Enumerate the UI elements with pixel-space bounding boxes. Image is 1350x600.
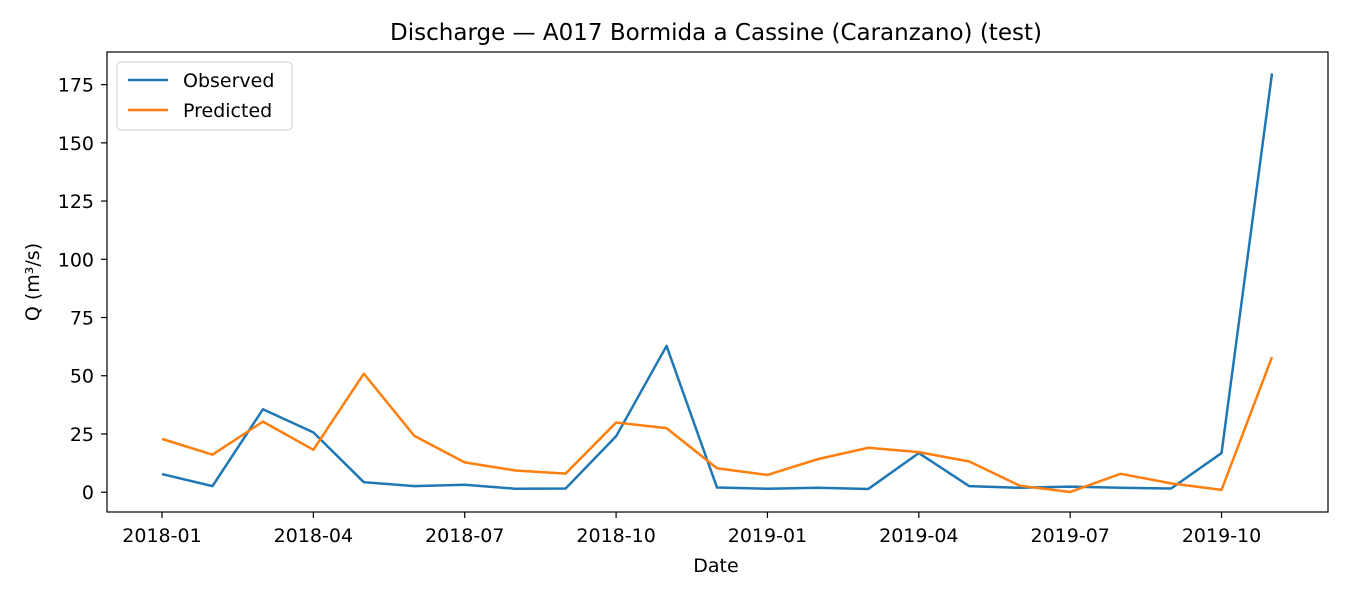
y-tick-label: 125 — [58, 191, 94, 213]
legend-label-predicted: Predicted — [183, 100, 272, 122]
x-tick-label: 2018-01 — [122, 525, 201, 547]
series-layer — [161, 73, 1274, 494]
x-tick-label: 2019-04 — [879, 525, 958, 547]
x-axis-label: Date — [693, 555, 738, 577]
x-tick-label: 2018-04 — [274, 525, 353, 547]
ticks-layer: 2018-01 2018-04 2018-07 2018-10 2019-01 2019-… — [58, 75, 1262, 547]
y-tick-label: 150 — [58, 133, 94, 155]
y-tick-label: 175 — [58, 75, 94, 97]
y-tick-label: 75 — [70, 308, 94, 330]
chart-title: Discharge — A017 Bormida a Cassine (Cara… — [390, 20, 1042, 46]
legend: Observed Predicted — [116, 61, 293, 131]
y-tick-label: 0 — [82, 482, 94, 504]
plot-frame — [106, 51, 1329, 513]
x-tick-label: 2019-01 — [728, 525, 807, 547]
legend-label-observed: Observed — [183, 70, 274, 92]
x-tick-label: 2019-10 — [1182, 525, 1261, 547]
x-tick-label: 2019-07 — [1030, 525, 1109, 547]
y-tick-label: 25 — [70, 424, 94, 446]
y-axis-label: Q (m³/s) — [22, 243, 44, 321]
x-tick-label: 2018-07 — [425, 525, 504, 547]
series-line-predicted — [161, 356, 1274, 494]
x-tick-label: 2018-10 — [576, 525, 655, 547]
y-tick-label: 50 — [70, 366, 94, 388]
y-tick-label: 100 — [58, 249, 94, 271]
